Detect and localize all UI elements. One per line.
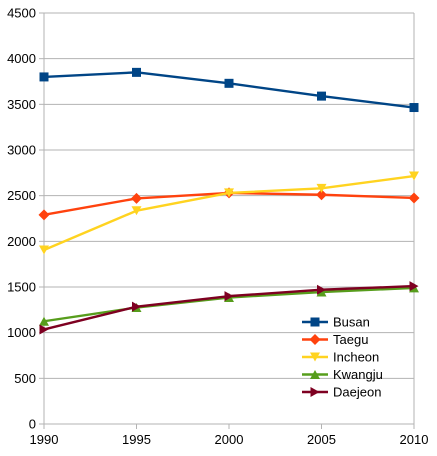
series-line-incheon xyxy=(43,174,415,252)
x-tick-label: 2000 xyxy=(215,432,244,447)
data-point-daejeon xyxy=(132,301,141,312)
legend-marker-incheon xyxy=(310,352,320,362)
legend-item-incheon: Incheon xyxy=(302,350,379,365)
data-point-busan xyxy=(224,78,234,88)
legend-item-taegu: Taegu xyxy=(302,332,368,347)
data-point-daejeon xyxy=(317,284,326,295)
legend-item-busan: Busan xyxy=(302,315,370,330)
legend-marker-taegu xyxy=(309,334,321,345)
legend-marker-daejeon xyxy=(310,387,320,397)
x-tick-label: 2010 xyxy=(400,432,429,447)
data-point-incheon xyxy=(39,245,49,255)
y-tick-label: 0 xyxy=(29,417,36,432)
series-busan xyxy=(39,67,419,113)
data-point-incheon xyxy=(224,188,234,198)
data-point-daejeon xyxy=(409,281,419,292)
legend-label-taegu: Taegu xyxy=(333,332,368,347)
legend-marker-busan xyxy=(310,317,320,327)
legend-marker-kwangju xyxy=(310,370,320,379)
x-tick-label: 1990 xyxy=(30,432,59,447)
y-tick-label: 2500 xyxy=(7,188,36,203)
x-tick-label: 2005 xyxy=(307,432,336,447)
data-point-busan xyxy=(409,103,419,113)
data-point-kwangju xyxy=(39,316,49,326)
y-tick-label: 4000 xyxy=(7,51,36,66)
y-tick-label: 3500 xyxy=(7,97,36,112)
data-point-daejeon xyxy=(39,324,49,335)
y-tick-label: 4500 xyxy=(7,6,36,21)
legend-item-daejeon: Daejeon xyxy=(302,385,381,400)
y-tick-label: 2000 xyxy=(7,234,36,249)
data-point-taegu xyxy=(408,192,420,204)
x-tick-label: 1995 xyxy=(122,432,151,447)
y-tick-label: 3000 xyxy=(7,143,36,158)
series-daejeon xyxy=(39,281,419,335)
x-axis-tick-labels: 1990 1995 2000 2005 2010 xyxy=(30,432,429,447)
data-point-incheon xyxy=(131,206,142,216)
data-point-incheon xyxy=(409,171,419,181)
data-point-daejeon xyxy=(224,291,234,302)
series-incheon xyxy=(39,171,419,255)
legend: Busan Taegu Incheon Kwangju Daejeon xyxy=(302,315,383,400)
data-point-busan xyxy=(317,91,326,101)
data-point-busan xyxy=(132,67,141,77)
data-point-taegu xyxy=(316,189,327,201)
legend-label-busan: Busan xyxy=(333,315,370,330)
data-point-busan xyxy=(39,72,49,82)
legend-label-incheon: Incheon xyxy=(333,350,379,365)
y-tick-label: 1000 xyxy=(7,325,36,340)
data-point-incheon xyxy=(316,183,327,193)
legend-label-kwangju: Kwangju xyxy=(333,367,383,382)
legend-item-kwangju: Kwangju xyxy=(302,367,383,382)
data-point-taegu xyxy=(38,209,50,221)
y-tick-label: 500 xyxy=(14,371,36,386)
series-group xyxy=(38,67,420,335)
legend-label-daejeon: Daejeon xyxy=(333,385,381,400)
data-point-taegu xyxy=(131,192,142,204)
series-line-busan xyxy=(43,71,415,109)
y-tick-label: 1500 xyxy=(7,280,36,295)
y-axis-tick-labels: 0 500 1000 1500 2000 2500 3000 3500 4000 4500 xyxy=(7,6,36,432)
